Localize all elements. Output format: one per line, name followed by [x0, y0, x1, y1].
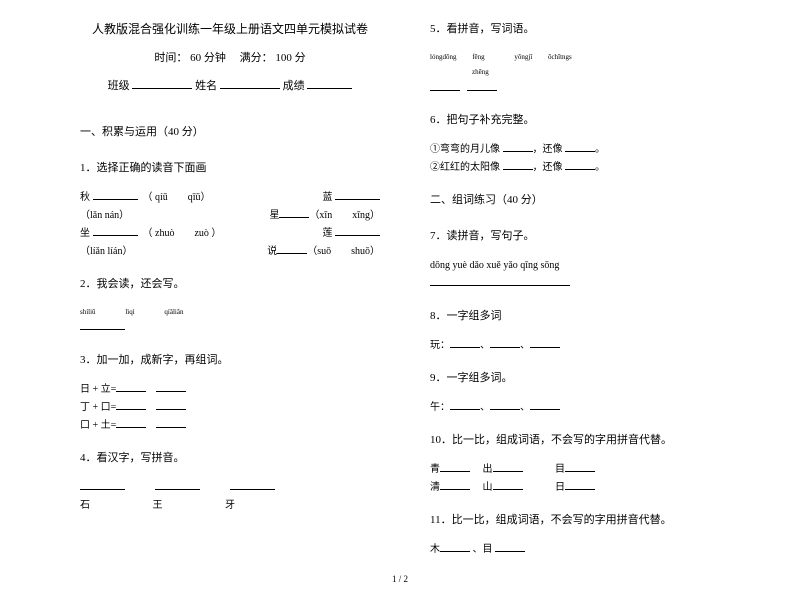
q2-title: 2．我会读，还会写。	[80, 275, 380, 291]
q10-title: 10．比一比，组成词语，不会写的字用拼音代替。	[430, 431, 730, 447]
q6-line2: ②红红的太阳像	[430, 162, 500, 173]
q1-content: 秋 （ qíū qīū） 蓝 （lǎn nán） 星 （xīn xīng） 坐 （…	[80, 189, 380, 261]
q4-title: 4．看汉字，写拼音。	[80, 449, 380, 465]
q8-title: 8．一字组多词	[430, 307, 730, 323]
q3-line2: 丁 + 口=	[80, 402, 116, 413]
q10-c3: 目	[555, 464, 565, 475]
q1-lian-py: （líǎn líán）	[80, 246, 133, 257]
q2-py1: shíliū	[80, 308, 96, 316]
score-value: 100 分	[275, 52, 305, 64]
time-value: 60 分钟	[190, 52, 226, 64]
q7-content: dōng yuè dǎo xuě yǎo qīng sōng	[430, 257, 730, 293]
q5-py4: yōngjǐ	[514, 53, 532, 61]
q1-lan: 蓝	[323, 192, 333, 203]
time-label: 时间：	[154, 52, 187, 64]
q11-content: 木 、目	[430, 541, 730, 559]
q4-c1: 石	[80, 500, 90, 511]
q10-c5: 山	[483, 482, 493, 493]
q6-title: 6．把句子补充完整。	[430, 111, 730, 127]
q3-title: 3．加一加，成新字，再组词。	[80, 351, 380, 367]
q1-title: 1．选择正确的读音下面画	[80, 159, 380, 175]
q1-shuo-py: （suō shuō）	[307, 246, 380, 257]
q1-lan-py: （lǎn nán）	[80, 210, 129, 221]
page-footer: 1 / 2	[0, 574, 800, 584]
exam-title: 人教版混合强化训练一年级上册语文四单元模拟试卷	[80, 20, 380, 37]
q1-xing: 星	[269, 210, 279, 221]
q10-content: 青 出 目 清 山 日	[430, 461, 730, 497]
grade-label: 成绩	[283, 80, 305, 92]
q9-content: 午：、、	[430, 399, 730, 417]
q10-c6: 日	[555, 482, 565, 493]
q9-char: 午：	[430, 402, 450, 413]
q4-c2: 王	[153, 500, 163, 511]
q11-title: 11．比一比，组成词语，不会写的字用拼音代替。	[430, 511, 730, 527]
q8-char: 玩：	[430, 340, 450, 351]
q11-c1: 木	[430, 544, 440, 555]
q9-title: 9．一字组多词。	[430, 369, 730, 385]
q1-xing-py: （xīn xīng）	[309, 210, 380, 221]
q1-qiu: 秋	[80, 192, 90, 203]
q1-zuo-py: （ zhuò zuò ）	[148, 228, 222, 239]
q8-content: 玩：、、	[430, 337, 730, 355]
q1-lian: 莲	[323, 228, 333, 239]
q2-py2: lìqì	[125, 308, 134, 316]
q10-c4: 清	[430, 482, 440, 493]
student-info: 班级 姓名 成绩	[80, 77, 380, 93]
left-column: 人教版混合强化训练一年级上册语文四单元模拟试卷 时间： 60 分钟 满分： 10…	[30, 20, 405, 592]
q5-py5: ōchītngs	[548, 53, 572, 61]
q10-c1: 青	[430, 464, 440, 475]
q11-c2: 、目	[473, 544, 493, 555]
q2-py3: qíǎliǎn	[164, 308, 183, 316]
exam-subtitle: 时间： 60 分钟 满分： 100 分	[80, 49, 380, 65]
q4-c3: 牙	[225, 500, 235, 511]
class-label: 班级	[108, 80, 130, 92]
q6-mid1: ，还像	[533, 144, 563, 155]
right-column: 5．看拼音，写词语。 lóngdōng fēng yōngjǐ ōchītngs…	[405, 20, 770, 592]
q7-title: 7．读拼音，写句子。	[430, 227, 730, 243]
q4-content: 石 王 牙	[80, 479, 380, 515]
q6-content: ①弯弯的月儿像 ，还像 。 ②红红的太阳像 ，还像 。	[430, 141, 730, 177]
q3-line3: 口 + 土=	[80, 420, 116, 431]
q6-end1: 。	[595, 144, 605, 155]
q3-line1: 日 + 立=	[80, 384, 116, 395]
q1-shuo: 说	[267, 246, 277, 257]
section-1-title: 一、积累与运用（40 分）	[80, 123, 380, 139]
q6-line1: ①弯弯的月儿像	[430, 144, 500, 155]
section-2-title: 二、组词练习（40 分）	[430, 191, 730, 207]
q1-zuo: 坐	[80, 228, 90, 239]
q5-py2: fēng	[472, 53, 484, 61]
q7-py: dōng yuè dǎo xuě yǎo qīng sōng	[430, 260, 559, 271]
q5-title: 5．看拼音，写词语。	[430, 20, 730, 36]
q5-content: lóngdōng fēng yōngjǐ ōchītngs zhēng	[430, 50, 730, 97]
q6-mid2: ，还像	[533, 162, 563, 173]
score-label: 满分：	[240, 52, 273, 64]
q3-content: 日 + 立= 丁 + 口= 口 + 土=	[80, 381, 380, 435]
q5-py1: lóngdōng	[430, 53, 456, 61]
name-label: 姓名	[195, 80, 217, 92]
q1-qiu-py: （ qíū qīū）	[148, 192, 211, 203]
q6-end2: 。	[595, 162, 605, 173]
q10-c2: 出	[483, 464, 493, 475]
q2-content: shíliū lìqì qíǎliǎn	[80, 305, 380, 337]
q5-py3: zhēng	[472, 68, 489, 76]
